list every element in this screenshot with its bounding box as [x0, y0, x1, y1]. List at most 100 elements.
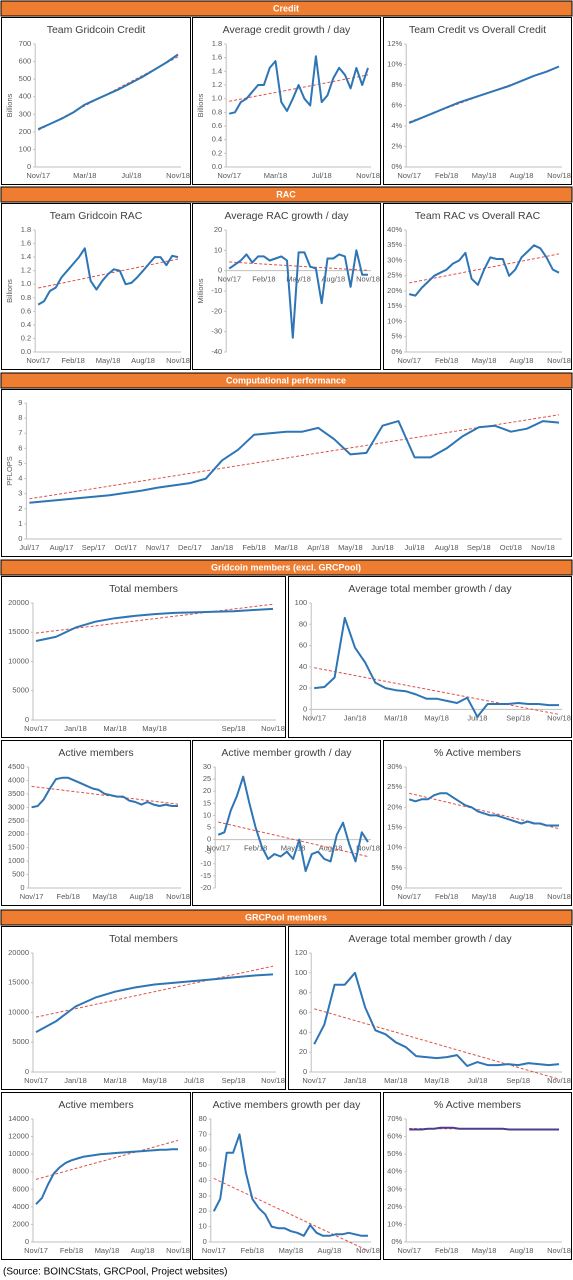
y-tick-label: 5% — [391, 332, 402, 341]
y-tick-label: 4500 — [8, 762, 25, 771]
x-tick-label: Sep/18 — [467, 543, 491, 552]
y-tick-label: 200 — [19, 127, 32, 136]
x-tick-label: Nov/17 — [397, 892, 421, 901]
y-tick-label: 35% — [387, 240, 402, 249]
y-tick-label: 10% — [387, 1219, 402, 1228]
section-header — [0, 559, 573, 576]
y-tick-label: 6 — [18, 443, 22, 452]
y-tick-label: 50% — [387, 1149, 402, 1158]
y-tick-label: 1.2 — [21, 266, 31, 275]
y-axis-label: Billions — [196, 93, 205, 117]
x-tick-label: May/18 — [472, 171, 497, 180]
y-tick-label: 10000 — [8, 656, 29, 665]
x-tick-label: Sep/17 — [82, 543, 106, 552]
y-tick-label: 0 — [218, 266, 222, 275]
y-tick-label: 60 — [299, 1007, 307, 1016]
y-tick-label: 1.8 — [21, 225, 31, 234]
y-tick-label: 2000 — [12, 1219, 29, 1228]
x-tick-label: Jul/18 — [467, 713, 487, 722]
x-tick-label: Nov/18 — [356, 844, 380, 853]
chart-panel — [1, 203, 191, 370]
chart-panel — [1, 17, 191, 185]
x-tick-label: Mar/18 — [103, 1076, 126, 1085]
x-tick-label: Nov/17 — [26, 171, 50, 180]
y-tick-label: 12% — [387, 39, 402, 48]
x-tick-label: Feb/18 — [435, 171, 458, 180]
x-tick-label: Nov/18 — [547, 892, 571, 901]
x-tick-label: Nov/17 — [397, 1246, 421, 1255]
data-line — [37, 53, 179, 131]
data-line — [228, 55, 369, 115]
section-header — [0, 186, 573, 203]
y-tick-label: 1.8 — [212, 39, 222, 48]
x-tick-label: May/18 — [338, 543, 363, 552]
trendline — [314, 667, 560, 715]
y-axis-label: Millions — [196, 278, 205, 303]
x-tick-label: Jul/17 — [19, 543, 39, 552]
y-tick-label: 10% — [387, 843, 402, 852]
x-tick-label: May/18 — [281, 844, 306, 853]
x-tick-label: Jul/18 — [121, 171, 141, 180]
y-tick-label: 30% — [387, 762, 402, 771]
section-header — [0, 372, 573, 389]
y-tick-label: -10 — [211, 286, 222, 295]
x-tick-label: May/18 — [95, 1246, 120, 1255]
y-tick-label: 0.4 — [21, 320, 31, 329]
y-tick-label: 7 — [18, 428, 22, 437]
x-tick-label: Nov/17 — [302, 713, 326, 722]
y-tick-label: 14000 — [8, 1114, 29, 1123]
y-tick-label: 20 — [198, 1206, 206, 1215]
x-tick-label: Mar/18 — [384, 1076, 407, 1085]
chart-title: Team Credit vs Overall Credit — [409, 24, 546, 36]
y-tick-label: 1.6 — [212, 53, 222, 62]
trendline — [213, 1177, 369, 1252]
y-tick-label: 1.6 — [21, 239, 31, 248]
x-tick-label: Jul/18 — [467, 1076, 487, 1085]
y-tick-label: 0% — [391, 162, 402, 171]
chart-panel — [192, 203, 381, 370]
x-tick-label: Nov/18 — [547, 171, 571, 180]
y-tick-label: 80 — [198, 1114, 206, 1123]
y-tick-label: 40 — [299, 1027, 307, 1036]
y-tick-label: 40% — [387, 225, 402, 234]
x-tick-label: Feb/18 — [435, 356, 458, 365]
y-tick-label: 9 — [18, 398, 22, 407]
x-tick-label: Nov/17 — [397, 171, 421, 180]
y-tick-label: 40% — [387, 1167, 402, 1176]
x-tick-label: Sep/18 — [506, 713, 530, 722]
chart-title: Team Gridcoin RAC — [50, 210, 143, 222]
chart-panel — [383, 17, 572, 185]
chart-title: % Active members — [434, 1099, 521, 1111]
y-tick-label: 8000 — [12, 1167, 29, 1176]
trendline — [229, 74, 369, 102]
data-line — [35, 607, 274, 642]
y-tick-label: 0.6 — [212, 121, 222, 130]
x-tick-label: Nov/17 — [217, 171, 241, 180]
data-line — [35, 1148, 178, 1205]
x-tick-label: Apr/18 — [307, 543, 329, 552]
y-tick-label: 20000 — [8, 598, 29, 607]
y-tick-label: 500 — [19, 74, 32, 83]
y-tick-label: 0 — [18, 534, 22, 543]
data-line — [313, 971, 560, 1067]
x-tick-label: Feb/18 — [435, 1246, 458, 1255]
source-note: (Source: BOINCStats, GRCPool, Project we… — [3, 1267, 228, 1278]
y-tick-label: 600 — [19, 57, 32, 66]
x-tick-label: Aug/17 — [50, 543, 74, 552]
x-tick-label: May/18 — [472, 356, 497, 365]
chart-panel — [383, 203, 572, 370]
y-tick-label: 60 — [299, 641, 307, 650]
x-tick-label: Jan/18 — [344, 1076, 367, 1085]
x-tick-label: Nov/17 — [397, 356, 421, 365]
y-axis-label: Billions — [5, 279, 14, 303]
chart-title: Active members — [58, 1099, 133, 1111]
data-line — [35, 973, 274, 1033]
trendline — [409, 792, 560, 830]
x-tick-label: Nov/17 — [24, 1076, 48, 1085]
y-tick-label: 20 — [214, 225, 222, 234]
chart-panel — [1, 576, 286, 738]
y-tick-label: 400 — [19, 92, 32, 101]
x-tick-label: May/18 — [472, 892, 497, 901]
x-tick-label: Nov/17 — [302, 1076, 326, 1085]
